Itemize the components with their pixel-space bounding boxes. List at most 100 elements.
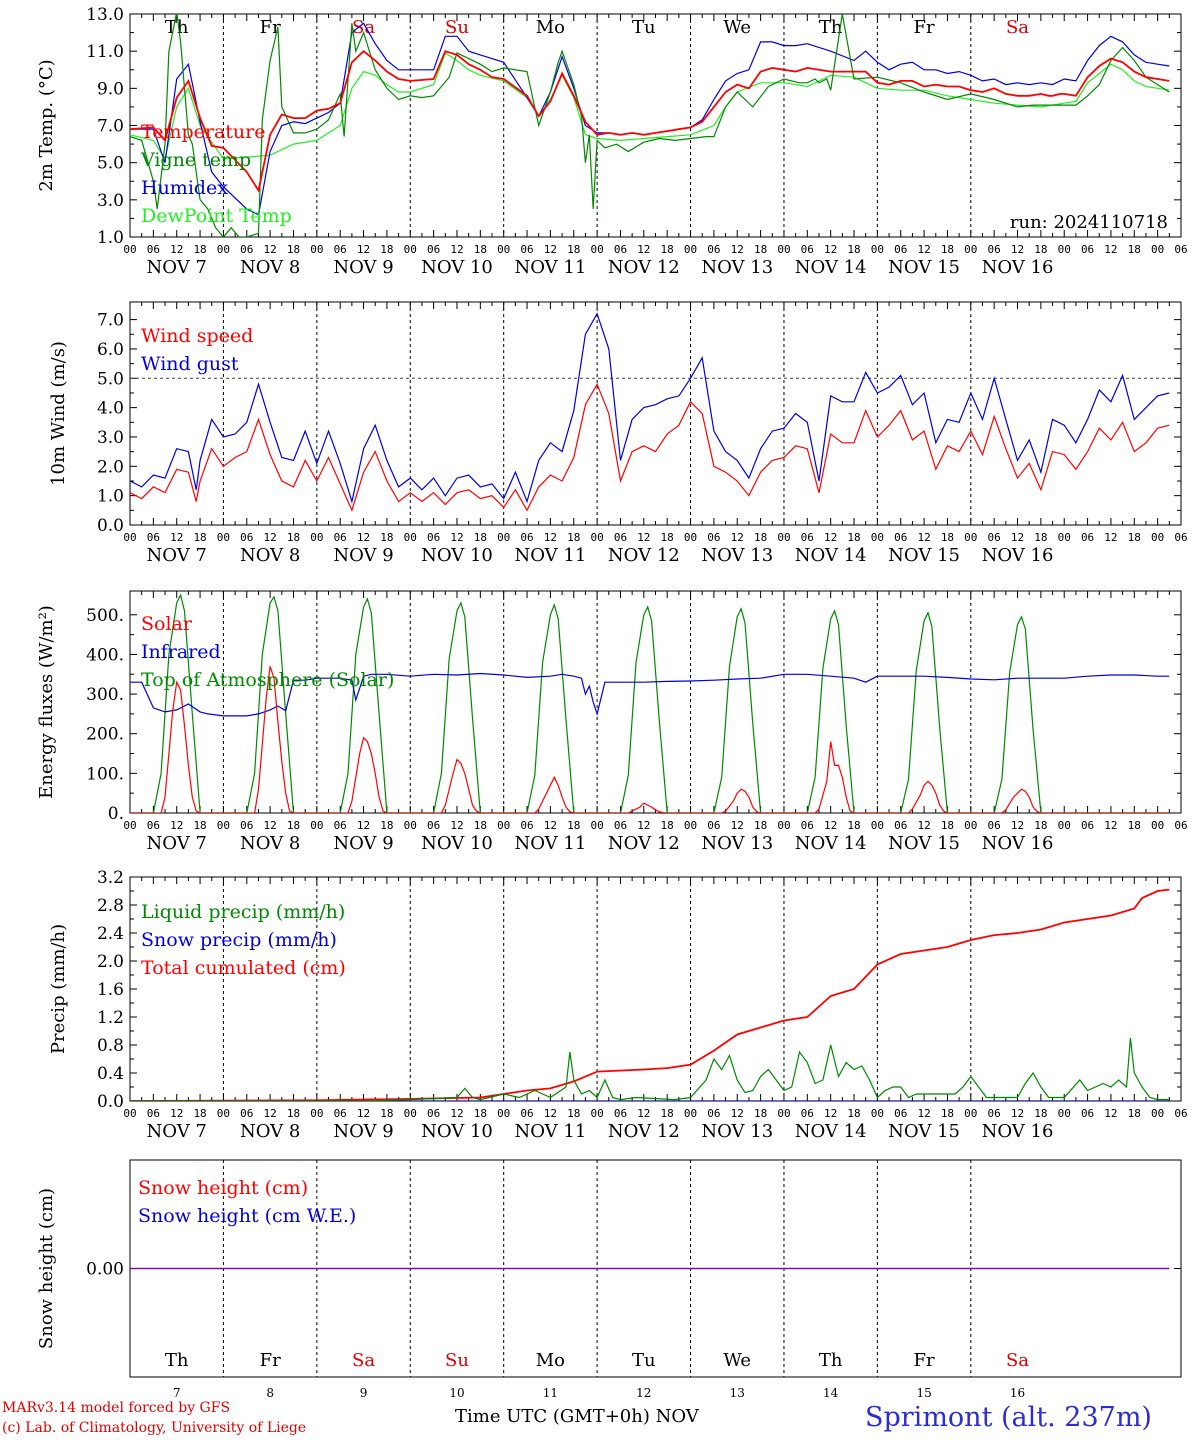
hour-label: 18 <box>287 819 300 832</box>
y-axis-label: 2m Temp. (°C) <box>36 59 57 191</box>
date-label: NOV 12 <box>608 545 680 566</box>
legend-entry: Temperature <box>141 121 265 143</box>
hour-label: 00 <box>964 531 977 544</box>
hour-label: 06 <box>801 243 814 256</box>
hour-label: 12 <box>917 819 930 832</box>
day-abbr: Tu <box>632 1350 656 1371</box>
hour-label: 18 <box>1128 243 1141 256</box>
y-tick-label: 6.0 <box>97 340 124 360</box>
y-tick-label: 1.6 <box>97 980 124 1000</box>
hour-label: 12 <box>1011 531 1024 544</box>
hour-label: 06 <box>894 819 907 832</box>
hour-label: 12 <box>824 243 837 256</box>
date-label: NOV 13 <box>701 1121 773 1142</box>
hour-label: 06 <box>1174 243 1187 256</box>
y-tick-label: 400. <box>86 645 124 665</box>
date-label: NOV 7 <box>147 833 207 854</box>
hour-label: 12 <box>637 819 650 832</box>
hour-label: 00 <box>871 531 884 544</box>
hour-label: 12 <box>731 531 744 544</box>
hour-label: 18 <box>847 243 860 256</box>
hour-label: 12 <box>170 819 183 832</box>
panel-1: 00 06 12 18 00 06 12 18 00 06 12 18 00 06 12 18 00 06 12 18… <box>36 5 1188 278</box>
y-tick-label: 2.4 <box>97 924 124 944</box>
hour-label: 18 <box>474 531 487 544</box>
hour-label: 18 <box>193 819 206 832</box>
date-label: NOV 8 <box>240 545 300 566</box>
copyright-credit: (c) Lab. of Climatology, University of L… <box>2 1420 307 1436</box>
hour-label: 00 <box>310 1107 323 1120</box>
hour-label: 18 <box>193 1107 206 1120</box>
series-line-3-3 <box>130 593 1170 813</box>
date-label: NOV 8 <box>240 1121 300 1142</box>
hour-label: 18 <box>1128 1107 1141 1120</box>
hour-label: 06 <box>894 243 907 256</box>
y-tick-label: 200. <box>86 725 124 745</box>
date-label: NOV 7 <box>147 257 207 278</box>
hour-label: 00 <box>871 1107 884 1120</box>
day-abbr: We <box>723 1350 751 1371</box>
series-line-2-2 <box>130 312 1170 504</box>
hour-label: 12 <box>917 531 930 544</box>
y-tick-label: 3.0 <box>97 191 124 211</box>
day-abbr: We <box>723 17 751 38</box>
hour-label: 18 <box>380 819 393 832</box>
series-line-1-3 <box>130 22 1170 216</box>
day-abbr: Mo <box>536 17 565 38</box>
hour-label: 00 <box>123 243 136 256</box>
hour-label: 18 <box>474 243 487 256</box>
day-number: 12 <box>636 1386 651 1400</box>
hour-label: 06 <box>1174 531 1187 544</box>
hour-label: 00 <box>1058 819 1071 832</box>
date-label: NOV 14 <box>795 833 867 854</box>
date-label: NOV 9 <box>333 833 393 854</box>
hour-label: 00 <box>964 1107 977 1120</box>
y-tick-label: 0. <box>108 804 124 824</box>
panel-4: 00 06 12 18 00 06 12 18 00 06 12 18 00 06 12 18 00 06 12 18… <box>48 868 1188 1142</box>
date-label: NOV 11 <box>514 545 586 566</box>
hour-label: 06 <box>988 819 1001 832</box>
day-abbr: Fr <box>260 17 281 38</box>
y-tick-label: 1.0 <box>97 487 124 507</box>
hour-label: 00 <box>1151 819 1164 832</box>
hour-label: 06 <box>614 1107 627 1120</box>
y-tick-label: 7.0 <box>97 117 124 137</box>
series-line-3-2 <box>130 672 1170 717</box>
hour-label: 18 <box>287 1107 300 1120</box>
hour-label: 18 <box>754 243 767 256</box>
hour-label: 12 <box>1104 1107 1117 1120</box>
hour-label: 00 <box>217 819 230 832</box>
hour-label: 00 <box>123 1107 136 1120</box>
hour-label: 18 <box>661 819 674 832</box>
panel-3: 00 06 12 18 00 06 12 18 00 06 12 18 00 06 12 18 00 06 12 18… <box>36 590 1188 854</box>
hour-label: 06 <box>147 1107 160 1120</box>
hour-label: 18 <box>380 531 393 544</box>
hour-label: 06 <box>894 531 907 544</box>
series-line-4-3 <box>130 888 1170 1101</box>
day-abbr: Fr <box>914 1350 935 1371</box>
date-label: NOV 16 <box>982 257 1054 278</box>
day-abbr: Fr <box>260 1350 281 1371</box>
hour-label: 18 <box>847 819 860 832</box>
model-credit: MARv3.14 model forced by GFS <box>2 1400 231 1416</box>
series-line-1-2 <box>130 14 1170 237</box>
date-label: NOV 9 <box>333 257 393 278</box>
hour-label: 00 <box>777 531 790 544</box>
series-line-3-1 <box>130 666 1170 813</box>
hour-label: 12 <box>450 243 463 256</box>
legend-entry: Wind gust <box>141 353 239 375</box>
legend-entry: Solar <box>141 613 193 635</box>
hour-label: 00 <box>871 243 884 256</box>
hour-label: 00 <box>123 819 136 832</box>
hour-label: 12 <box>1011 819 1024 832</box>
hour-label: 12 <box>637 531 650 544</box>
y-tick-label: 300. <box>86 685 124 705</box>
hour-label: 18 <box>1034 531 1047 544</box>
date-label: NOV 11 <box>514 833 586 854</box>
hour-label: 06 <box>801 819 814 832</box>
hour-label: 12 <box>170 243 183 256</box>
hour-label: 12 <box>1104 819 1117 832</box>
hour-label: 06 <box>988 531 1001 544</box>
hour-label: 18 <box>1034 243 1047 256</box>
hour-label: 00 <box>777 243 790 256</box>
